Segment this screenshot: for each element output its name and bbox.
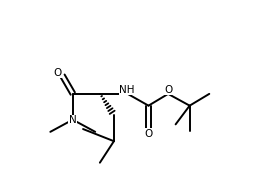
Text: O: O: [144, 129, 153, 139]
Text: O: O: [53, 68, 61, 78]
Text: O: O: [164, 85, 172, 95]
Text: N: N: [69, 115, 77, 125]
Text: NH: NH: [119, 85, 135, 95]
